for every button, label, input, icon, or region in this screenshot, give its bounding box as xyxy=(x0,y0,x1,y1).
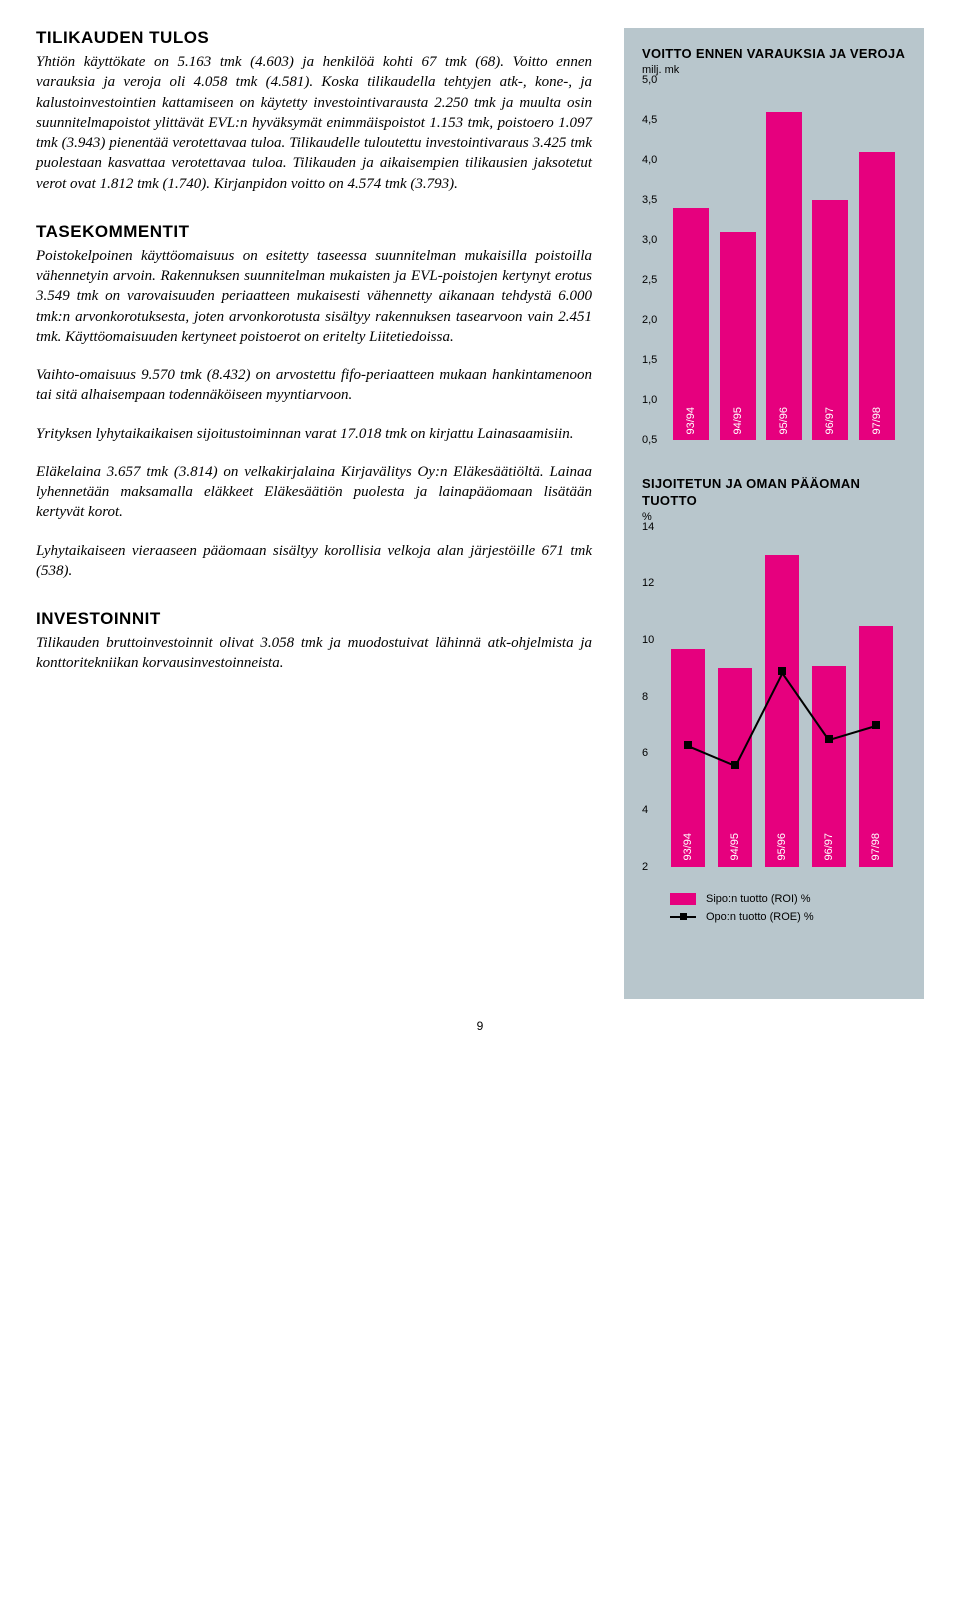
chart1-ytick: 5,0 xyxy=(642,74,657,86)
chart-voitto: VOITTO ENNEN VARAUKSIA JA VEROJA milj. m… xyxy=(642,46,906,440)
chart2-ytick: 8 xyxy=(642,691,648,703)
chart1-ytick: 3,0 xyxy=(642,234,657,246)
chart1-ytick: 0,5 xyxy=(642,434,657,446)
chart1-bar xyxy=(812,200,848,440)
chart2-ytick: 14 xyxy=(642,521,654,533)
chart2-unit: % xyxy=(642,511,906,523)
chart1-title: VOITTO ENNEN VARAUKSIA JA VEROJA xyxy=(642,46,906,62)
body-investoinnit: Tilikauden bruttoinvestoinnit olivat 3.0… xyxy=(36,633,592,674)
chart1-ytick: 4,0 xyxy=(642,154,657,166)
chart2-legend: Sipo:n tuotto (ROI) % Opo:n tuotto (ROE)… xyxy=(670,893,906,923)
chart1-unit: milj. mk xyxy=(642,64,906,76)
legend-swatch-bar xyxy=(670,893,696,905)
section-title-investoinnit: INVESTOINNIT xyxy=(36,609,592,629)
chart2-line-marker xyxy=(872,721,880,729)
chart-tuotto: SIJOITETUN JA OMAN PÄÄOMAN TUOTTO % 14 12… xyxy=(642,476,906,923)
chart1-bar-label: 96/97 xyxy=(824,407,836,435)
chart2-line-marker xyxy=(684,741,692,749)
chart2-line-marker xyxy=(778,667,786,675)
chart2-bar-label: 94/95 xyxy=(729,833,741,861)
chart2-ytick: 12 xyxy=(642,577,654,589)
chart2-bar-label: 93/94 xyxy=(682,833,694,861)
chart1-bar-label: 93/94 xyxy=(685,407,697,435)
body-tase-p5: Lyhytaikaiseen vieraaseen pääomaan sisäl… xyxy=(36,541,592,582)
chart2-ytick: 2 xyxy=(642,861,648,873)
legend-label-bar: Sipo:n tuotto (ROI) % xyxy=(706,893,811,905)
chart2-bar-label: 96/97 xyxy=(823,833,835,861)
chart2-title: SIJOITETUN JA OMAN PÄÄOMAN TUOTTO xyxy=(642,476,906,509)
chart1-bar xyxy=(766,112,802,440)
page-number: 9 xyxy=(0,1019,960,1053)
body-tase-p2: Vaihto-omaisuus 9.570 tmk (8.432) on arv… xyxy=(36,365,592,406)
chart1-bar-label: 97/98 xyxy=(871,407,883,435)
chart2-ytick: 10 xyxy=(642,634,654,646)
sidebar-charts: VOITTO ENNEN VARAUKSIA JA VEROJA milj. m… xyxy=(624,28,924,999)
chart2-bar xyxy=(859,626,893,867)
section-title-tasekommentit: TASEKOMMENTIT xyxy=(36,222,592,242)
chart2-bar-label: 95/96 xyxy=(776,833,788,861)
chart1-ytick: 1,5 xyxy=(642,354,657,366)
chart1-bar xyxy=(673,208,709,440)
body-tulos: Yhtiön käyttökate on 5.163 tmk (4.603) j… xyxy=(36,52,592,194)
body-tase-p4: Eläkelaina 3.657 tmk (3.814) on velkakir… xyxy=(36,462,592,523)
chart1-ytick: 1,0 xyxy=(642,394,657,406)
chart1-ytick: 2,0 xyxy=(642,314,657,326)
chart2-line-marker xyxy=(731,761,739,769)
legend-swatch-line xyxy=(670,911,696,923)
body-tase-p3: Yrityksen lyhytaikaikaisen sijoitustoimi… xyxy=(36,424,592,444)
chart1-ytick: 2,5 xyxy=(642,274,657,286)
chart2-line-marker xyxy=(825,735,833,743)
chart2-ytick: 4 xyxy=(642,804,648,816)
chart1-bar-label: 94/95 xyxy=(732,407,744,435)
body-tase-p1: Poistokelpoinen käyttöomaisuus on esitet… xyxy=(36,246,592,347)
chart2-bar xyxy=(765,555,799,867)
chart1-ytick: 4,5 xyxy=(642,114,657,126)
legend-label-line: Opo:n tuotto (ROE) % xyxy=(706,911,814,923)
chart1-bar-label: 95/96 xyxy=(778,407,790,435)
chart1-bar xyxy=(859,152,895,440)
chart2-bar-label: 97/98 xyxy=(870,833,882,861)
section-title-tulos: TILIKAUDEN TULOS xyxy=(36,28,592,48)
chart2-ytick: 6 xyxy=(642,747,648,759)
chart1-ytick: 3,5 xyxy=(642,194,657,206)
